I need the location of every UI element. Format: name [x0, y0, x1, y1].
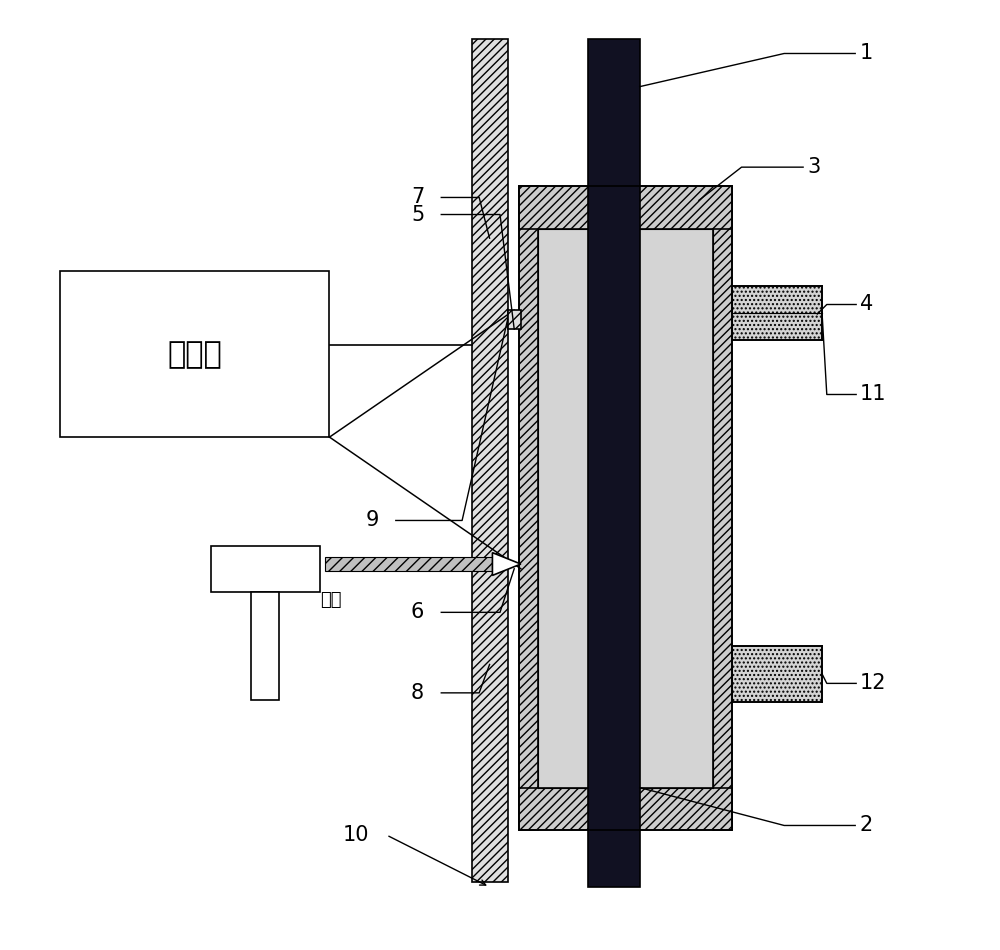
Text: 12: 12	[860, 674, 886, 694]
Text: 6: 6	[411, 602, 424, 622]
Bar	[519, 186, 732, 229]
Text: 锤击: 锤击	[320, 591, 342, 609]
Bar	[732, 286, 822, 340]
Text: 7: 7	[411, 187, 424, 207]
Text: 4: 4	[860, 294, 873, 314]
Bar	[325, 558, 497, 571]
Bar	[732, 645, 822, 702]
Text: 8: 8	[411, 683, 424, 703]
Text: 3: 3	[808, 157, 821, 177]
Bar	[519, 186, 538, 830]
Text: 11: 11	[860, 385, 886, 405]
Text: 5: 5	[411, 204, 424, 224]
Bar	[713, 186, 732, 830]
Bar	[211, 546, 320, 592]
Text: 9: 9	[365, 510, 379, 530]
Text: 2: 2	[860, 815, 873, 835]
Bar	[538, 229, 713, 788]
Bar	[588, 39, 640, 887]
Text: 10: 10	[343, 825, 369, 845]
Bar	[472, 39, 508, 883]
Bar	[60, 272, 329, 437]
Polygon shape	[492, 553, 521, 576]
Text: 1: 1	[860, 44, 873, 64]
Bar	[519, 186, 732, 830]
Bar	[251, 592, 279, 700]
Bar	[519, 788, 732, 830]
Bar	[508, 311, 521, 329]
Text: 示波器: 示波器	[167, 340, 222, 369]
